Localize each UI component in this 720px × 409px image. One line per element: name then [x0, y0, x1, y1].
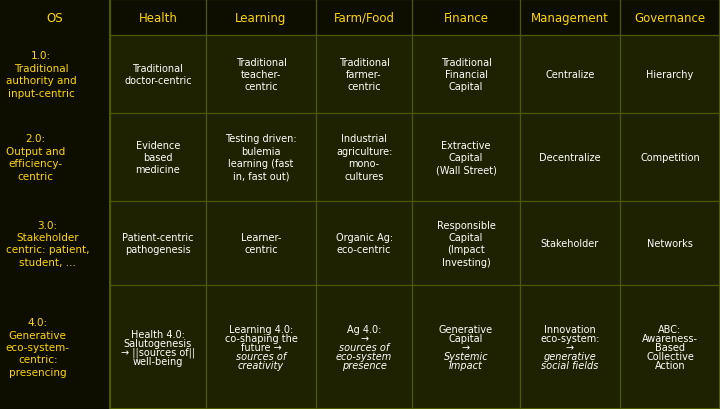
- Bar: [109, 0, 720, 409]
- Bar: [316, 114, 413, 202]
- Text: Testing driven:
bulemia
learning (fast
in, fast out): Testing driven: bulemia learning (fast i…: [225, 134, 297, 181]
- Text: OS: OS: [47, 11, 63, 25]
- Bar: [109, 0, 206, 36]
- Bar: [109, 285, 206, 409]
- Bar: [109, 114, 206, 202]
- Text: 1.0:
Traditional
authority and
input-centric: 1.0: Traditional authority and input-cen…: [6, 51, 76, 99]
- Text: Salutogenesis: Salutogenesis: [124, 338, 192, 348]
- Text: Networks: Networks: [647, 238, 693, 249]
- Text: →: →: [566, 342, 574, 352]
- Text: Traditional
teacher-
centric: Traditional teacher- centric: [235, 58, 287, 92]
- Text: social fields: social fields: [541, 360, 598, 370]
- Text: Generative: Generative: [439, 324, 493, 334]
- Text: eco-system: eco-system: [336, 351, 392, 361]
- Text: eco-system:: eco-system:: [540, 333, 600, 343]
- Bar: [316, 285, 413, 409]
- Text: ABC:: ABC:: [658, 324, 682, 334]
- Bar: [109, 202, 206, 285]
- Bar: [620, 36, 720, 114]
- Text: Evidence
based
medicine: Evidence based medicine: [135, 140, 180, 175]
- Text: generative: generative: [544, 351, 596, 361]
- Text: future →: future →: [240, 342, 282, 352]
- Text: Traditional
farmer-
centric: Traditional farmer- centric: [338, 58, 390, 92]
- Text: Extractive
Capital
(Wall Street): Extractive Capital (Wall Street): [436, 140, 497, 175]
- Bar: [620, 114, 720, 202]
- Text: creativity: creativity: [238, 360, 284, 370]
- Bar: [520, 0, 620, 36]
- Bar: [206, 0, 316, 36]
- Text: Based: Based: [655, 342, 685, 352]
- Bar: [413, 0, 520, 36]
- Bar: [620, 202, 720, 285]
- Text: Organic Ag:
eco-centric: Organic Ag: eco-centric: [336, 232, 392, 255]
- Bar: [316, 0, 413, 36]
- Bar: [520, 285, 620, 409]
- Bar: [520, 202, 620, 285]
- Bar: [413, 114, 520, 202]
- Text: Awareness-: Awareness-: [642, 333, 698, 343]
- Bar: [520, 114, 620, 202]
- Bar: [413, 202, 520, 285]
- Text: Health: Health: [138, 11, 177, 25]
- Bar: [520, 36, 620, 114]
- Bar: [206, 114, 316, 202]
- Text: Traditional
doctor-centric: Traditional doctor-centric: [124, 64, 192, 86]
- Text: Systemic: Systemic: [444, 351, 488, 361]
- Bar: [206, 285, 316, 409]
- Bar: [316, 36, 413, 114]
- Text: co-shaping the: co-shaping the: [225, 333, 297, 343]
- Bar: [316, 202, 413, 285]
- Text: Stakeholder: Stakeholder: [541, 238, 599, 249]
- Text: Management: Management: [531, 11, 609, 25]
- Text: Learning: Learning: [235, 11, 287, 25]
- Text: →: →: [360, 333, 368, 343]
- Text: 2.0:
Output and
efficiency-
centric: 2.0: Output and efficiency- centric: [6, 134, 65, 181]
- Text: Collective: Collective: [646, 351, 694, 361]
- Bar: [206, 36, 316, 114]
- Text: Centralize: Centralize: [545, 70, 595, 80]
- Bar: [620, 0, 720, 36]
- Text: sources of: sources of: [236, 351, 286, 361]
- Text: Industrial
agriculture:
mono-
cultures: Industrial agriculture: mono- cultures: [336, 134, 392, 181]
- Text: Learning 4.0:: Learning 4.0:: [229, 324, 293, 334]
- Text: Hierarchy: Hierarchy: [647, 70, 693, 80]
- Text: Learner-
centric: Learner- centric: [240, 232, 282, 255]
- Text: Impact: Impact: [449, 360, 483, 370]
- Text: presence: presence: [342, 360, 387, 370]
- Text: Responsible
Capital
(Impact
Investing): Responsible Capital (Impact Investing): [436, 220, 495, 267]
- Text: Competition: Competition: [640, 153, 700, 163]
- Bar: [413, 285, 520, 409]
- Text: sources of: sources of: [339, 342, 390, 352]
- Text: Patient-centric
pathogenesis: Patient-centric pathogenesis: [122, 232, 194, 255]
- Text: 3.0:
Stakeholder
centric: patient,
student, …: 3.0: Stakeholder centric: patient, stude…: [6, 220, 89, 267]
- Text: Traditional
Financial
Capital: Traditional Financial Capital: [441, 58, 492, 92]
- Text: 4.0:
Generative
eco-system-
centric:
presencing: 4.0: Generative eco-system- centric: pre…: [6, 317, 70, 377]
- Text: Decentralize: Decentralize: [539, 153, 600, 163]
- Text: → ||sources of||: → ||sources of||: [121, 346, 195, 357]
- Text: Capital: Capital: [449, 333, 483, 343]
- Text: Innovation: Innovation: [544, 324, 595, 334]
- Text: Health 4.0:: Health 4.0:: [131, 329, 185, 339]
- Bar: [620, 285, 720, 409]
- Text: well-being: well-being: [132, 356, 183, 366]
- Text: Ag 4.0:: Ag 4.0:: [347, 324, 382, 334]
- Bar: [206, 202, 316, 285]
- Bar: [413, 36, 520, 114]
- Text: Governance: Governance: [634, 11, 706, 25]
- Text: Action: Action: [654, 360, 685, 370]
- Bar: [109, 36, 206, 114]
- Text: →: →: [462, 342, 470, 352]
- Text: Finance: Finance: [444, 11, 489, 25]
- Text: Farm/Food: Farm/Food: [333, 11, 395, 25]
